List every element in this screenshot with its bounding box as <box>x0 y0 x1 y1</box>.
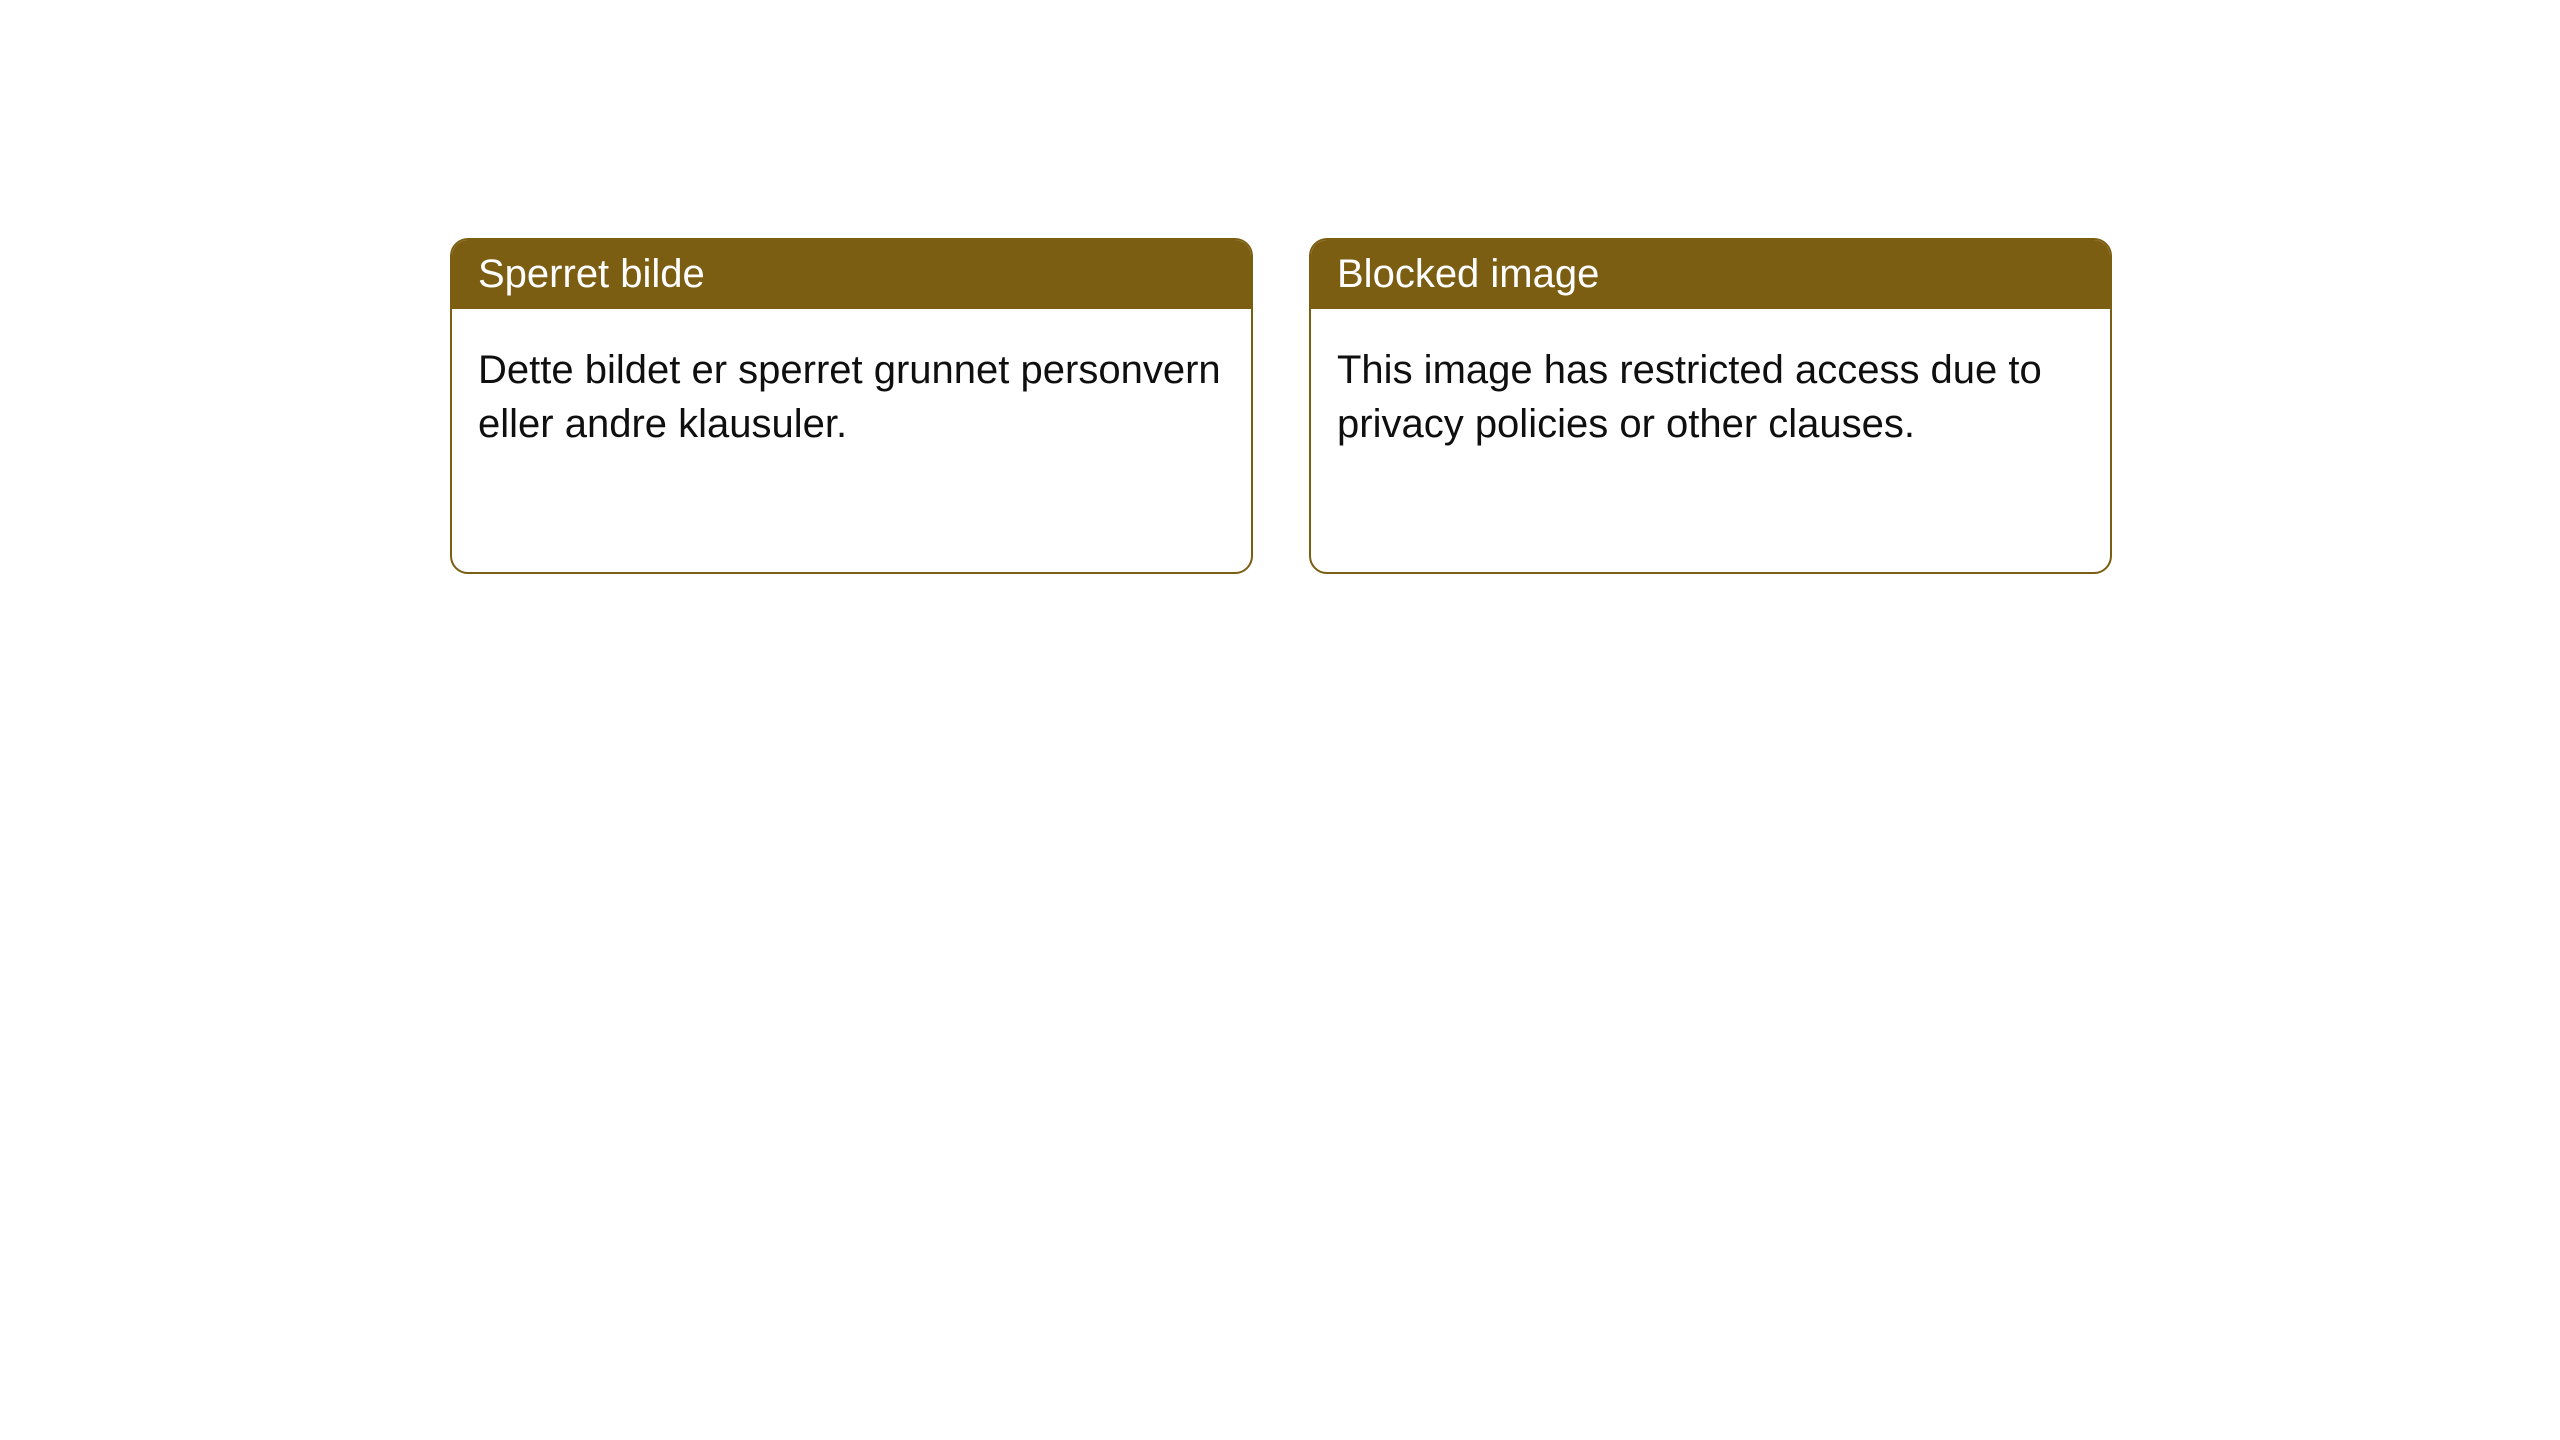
notice-container: Sperret bilde Dette bildet er sperret gr… <box>0 0 2560 574</box>
notice-header: Blocked image <box>1311 240 2110 309</box>
notice-card-english: Blocked image This image has restricted … <box>1309 238 2112 574</box>
notice-header: Sperret bilde <box>452 240 1251 309</box>
notice-card-norwegian: Sperret bilde Dette bildet er sperret gr… <box>450 238 1253 574</box>
notice-body: This image has restricted access due to … <box>1311 309 2110 485</box>
notice-body: Dette bildet er sperret grunnet personve… <box>452 309 1251 485</box>
